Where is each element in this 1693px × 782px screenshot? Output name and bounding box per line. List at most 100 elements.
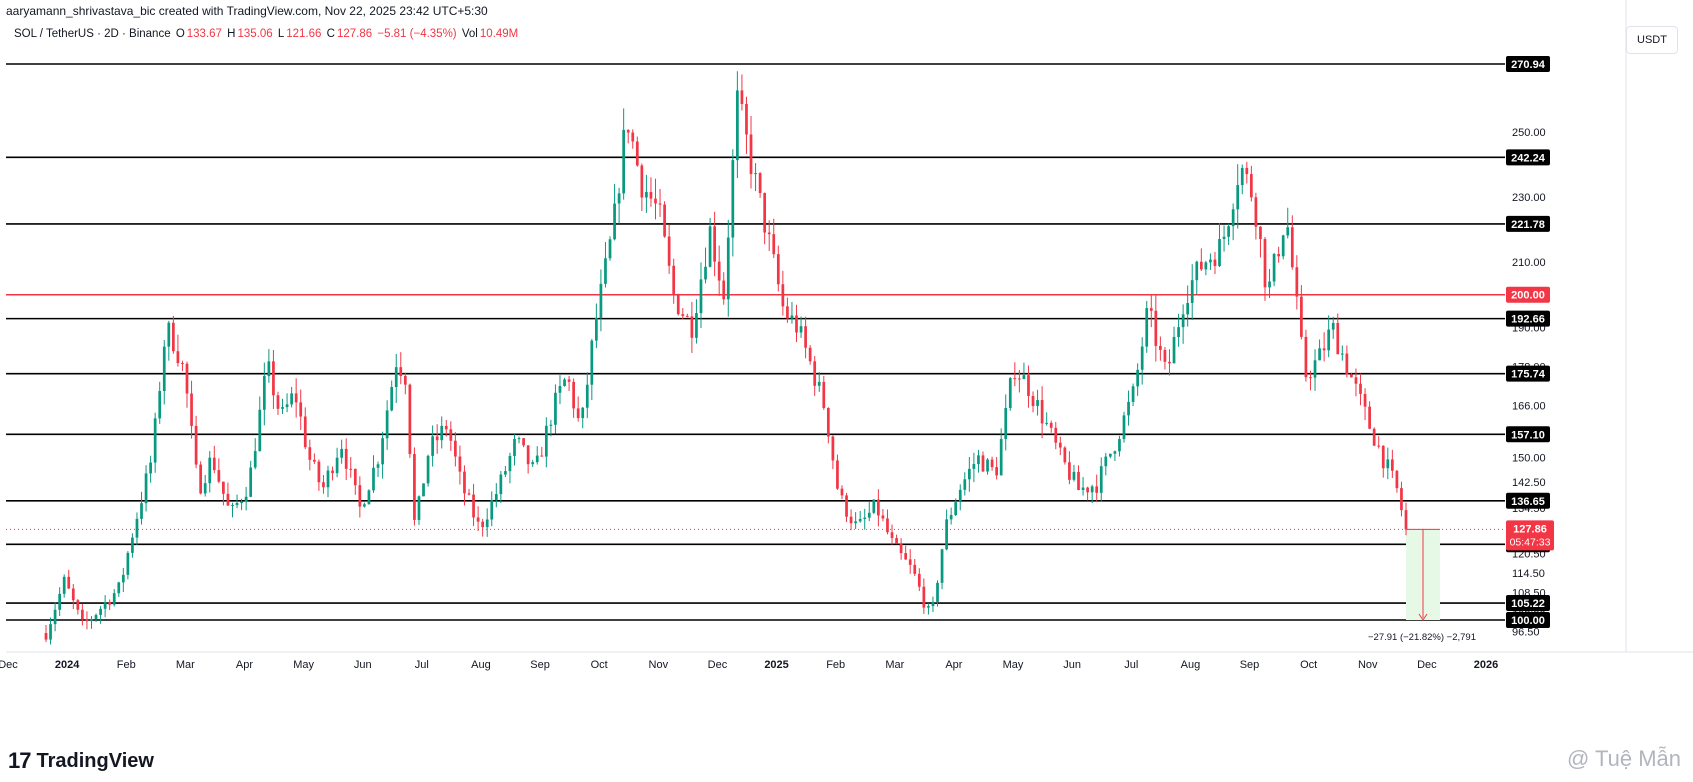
candle-body — [112, 593, 116, 605]
candle-body — [1395, 470, 1399, 489]
candle-body — [85, 619, 89, 622]
tradingview-mark-icon: 17 — [8, 748, 32, 773]
candle-body — [731, 160, 735, 238]
candle-body — [1277, 253, 1281, 257]
level-labels: 270.94 242.24 221.78 200.00 192.66 175.74 157.… — [1506, 56, 1554, 628]
candle-body — [1213, 259, 1217, 267]
candle-body — [554, 392, 557, 425]
candle-body — [372, 467, 375, 491]
symbol-label[interactable]: SOL / TetherUS · 2D · Binance — [14, 28, 171, 40]
candle-body — [226, 493, 230, 506]
candle-body — [358, 485, 362, 507]
candle-body — [722, 280, 726, 300]
candle-body — [403, 376, 407, 385]
countdown-label: 05:47:33 — [1510, 536, 1551, 548]
candle-body — [781, 284, 785, 307]
candle-body — [326, 470, 330, 488]
tradingview-wordmark: TradingView — [36, 749, 154, 772]
candle-body — [899, 543, 903, 554]
level-label: 105.22 — [1511, 598, 1545, 610]
candle-body — [990, 459, 994, 468]
candle-body — [1163, 349, 1167, 362]
candle-body — [67, 576, 71, 589]
candle-body — [1336, 322, 1340, 355]
candle-body — [253, 451, 257, 468]
candle-body — [772, 234, 776, 255]
candle-body — [754, 173, 757, 175]
candle-body — [426, 455, 430, 484]
candle-body — [1036, 400, 1039, 407]
candle-body — [517, 438, 521, 440]
candle-body — [1327, 329, 1331, 351]
level-label: 270.94 — [1511, 59, 1546, 71]
candle-body — [695, 313, 698, 338]
candle-body — [826, 407, 830, 437]
candle-body — [758, 173, 762, 194]
candle-body — [1290, 227, 1294, 268]
candle-body — [613, 203, 616, 240]
candle-body — [317, 461, 321, 483]
candle-body — [417, 496, 421, 520]
candle-body — [740, 90, 744, 104]
candle-body — [413, 454, 416, 520]
candle-body — [340, 448, 344, 458]
candle-body — [1013, 378, 1017, 380]
candle-body — [904, 553, 908, 560]
tradingview-logo[interactable]: 17 TradingView — [8, 748, 154, 774]
candle-body — [1272, 253, 1276, 282]
candle-body — [276, 395, 280, 409]
candle-body — [1149, 308, 1153, 311]
candle-body — [344, 448, 348, 469]
open-value: 133.67 — [186, 28, 222, 40]
candle-body — [1086, 487, 1089, 493]
candle-body — [590, 340, 594, 385]
candle-body — [981, 455, 985, 472]
candle-body — [1300, 296, 1303, 337]
candle-body — [595, 317, 598, 341]
candle-body — [435, 436, 439, 441]
candle-body — [526, 445, 530, 465]
candle-body — [1350, 374, 1353, 378]
price-tick-label: 150.00 — [1512, 452, 1546, 464]
candle-body — [1318, 348, 1321, 361]
candle-body — [790, 315, 794, 319]
time-tick-label: Jun — [354, 659, 372, 671]
candle-body — [408, 384, 412, 455]
candle-body — [736, 90, 739, 161]
candle-body — [1090, 486, 1094, 493]
candle-body — [927, 606, 930, 608]
close-label: C — [326, 28, 335, 40]
candle-body — [199, 464, 203, 494]
candle-body — [240, 501, 243, 504]
candle-body — [872, 499, 876, 513]
level-label: 100.00 — [1511, 615, 1545, 627]
candle-body — [1054, 427, 1058, 443]
candle-body — [890, 532, 894, 539]
candle-body — [367, 490, 371, 505]
candle-body — [831, 436, 835, 461]
candle-body — [258, 409, 262, 452]
candle-body — [963, 479, 967, 490]
candle-body — [1386, 459, 1390, 469]
candle-body — [504, 471, 507, 475]
candle-body — [76, 600, 80, 610]
candle-body — [149, 462, 152, 474]
candle-body — [1368, 406, 1371, 429]
candle-body — [645, 191, 648, 198]
candle-body — [167, 322, 171, 347]
candle-body — [817, 381, 821, 386]
level-label-bg — [1506, 56, 1550, 72]
unit-badge[interactable]: USDT — [1626, 26, 1678, 54]
candle-body — [440, 425, 444, 441]
candle-body — [272, 361, 275, 396]
candle-body — [499, 474, 503, 495]
candle-body — [699, 279, 703, 314]
candle-body — [649, 191, 653, 199]
candle-body — [331, 470, 334, 474]
candle-body — [704, 266, 707, 280]
candle-body — [822, 381, 826, 408]
candle-body — [1249, 174, 1253, 198]
candle-body — [681, 314, 685, 316]
time-tick-label: Aug — [471, 659, 491, 671]
